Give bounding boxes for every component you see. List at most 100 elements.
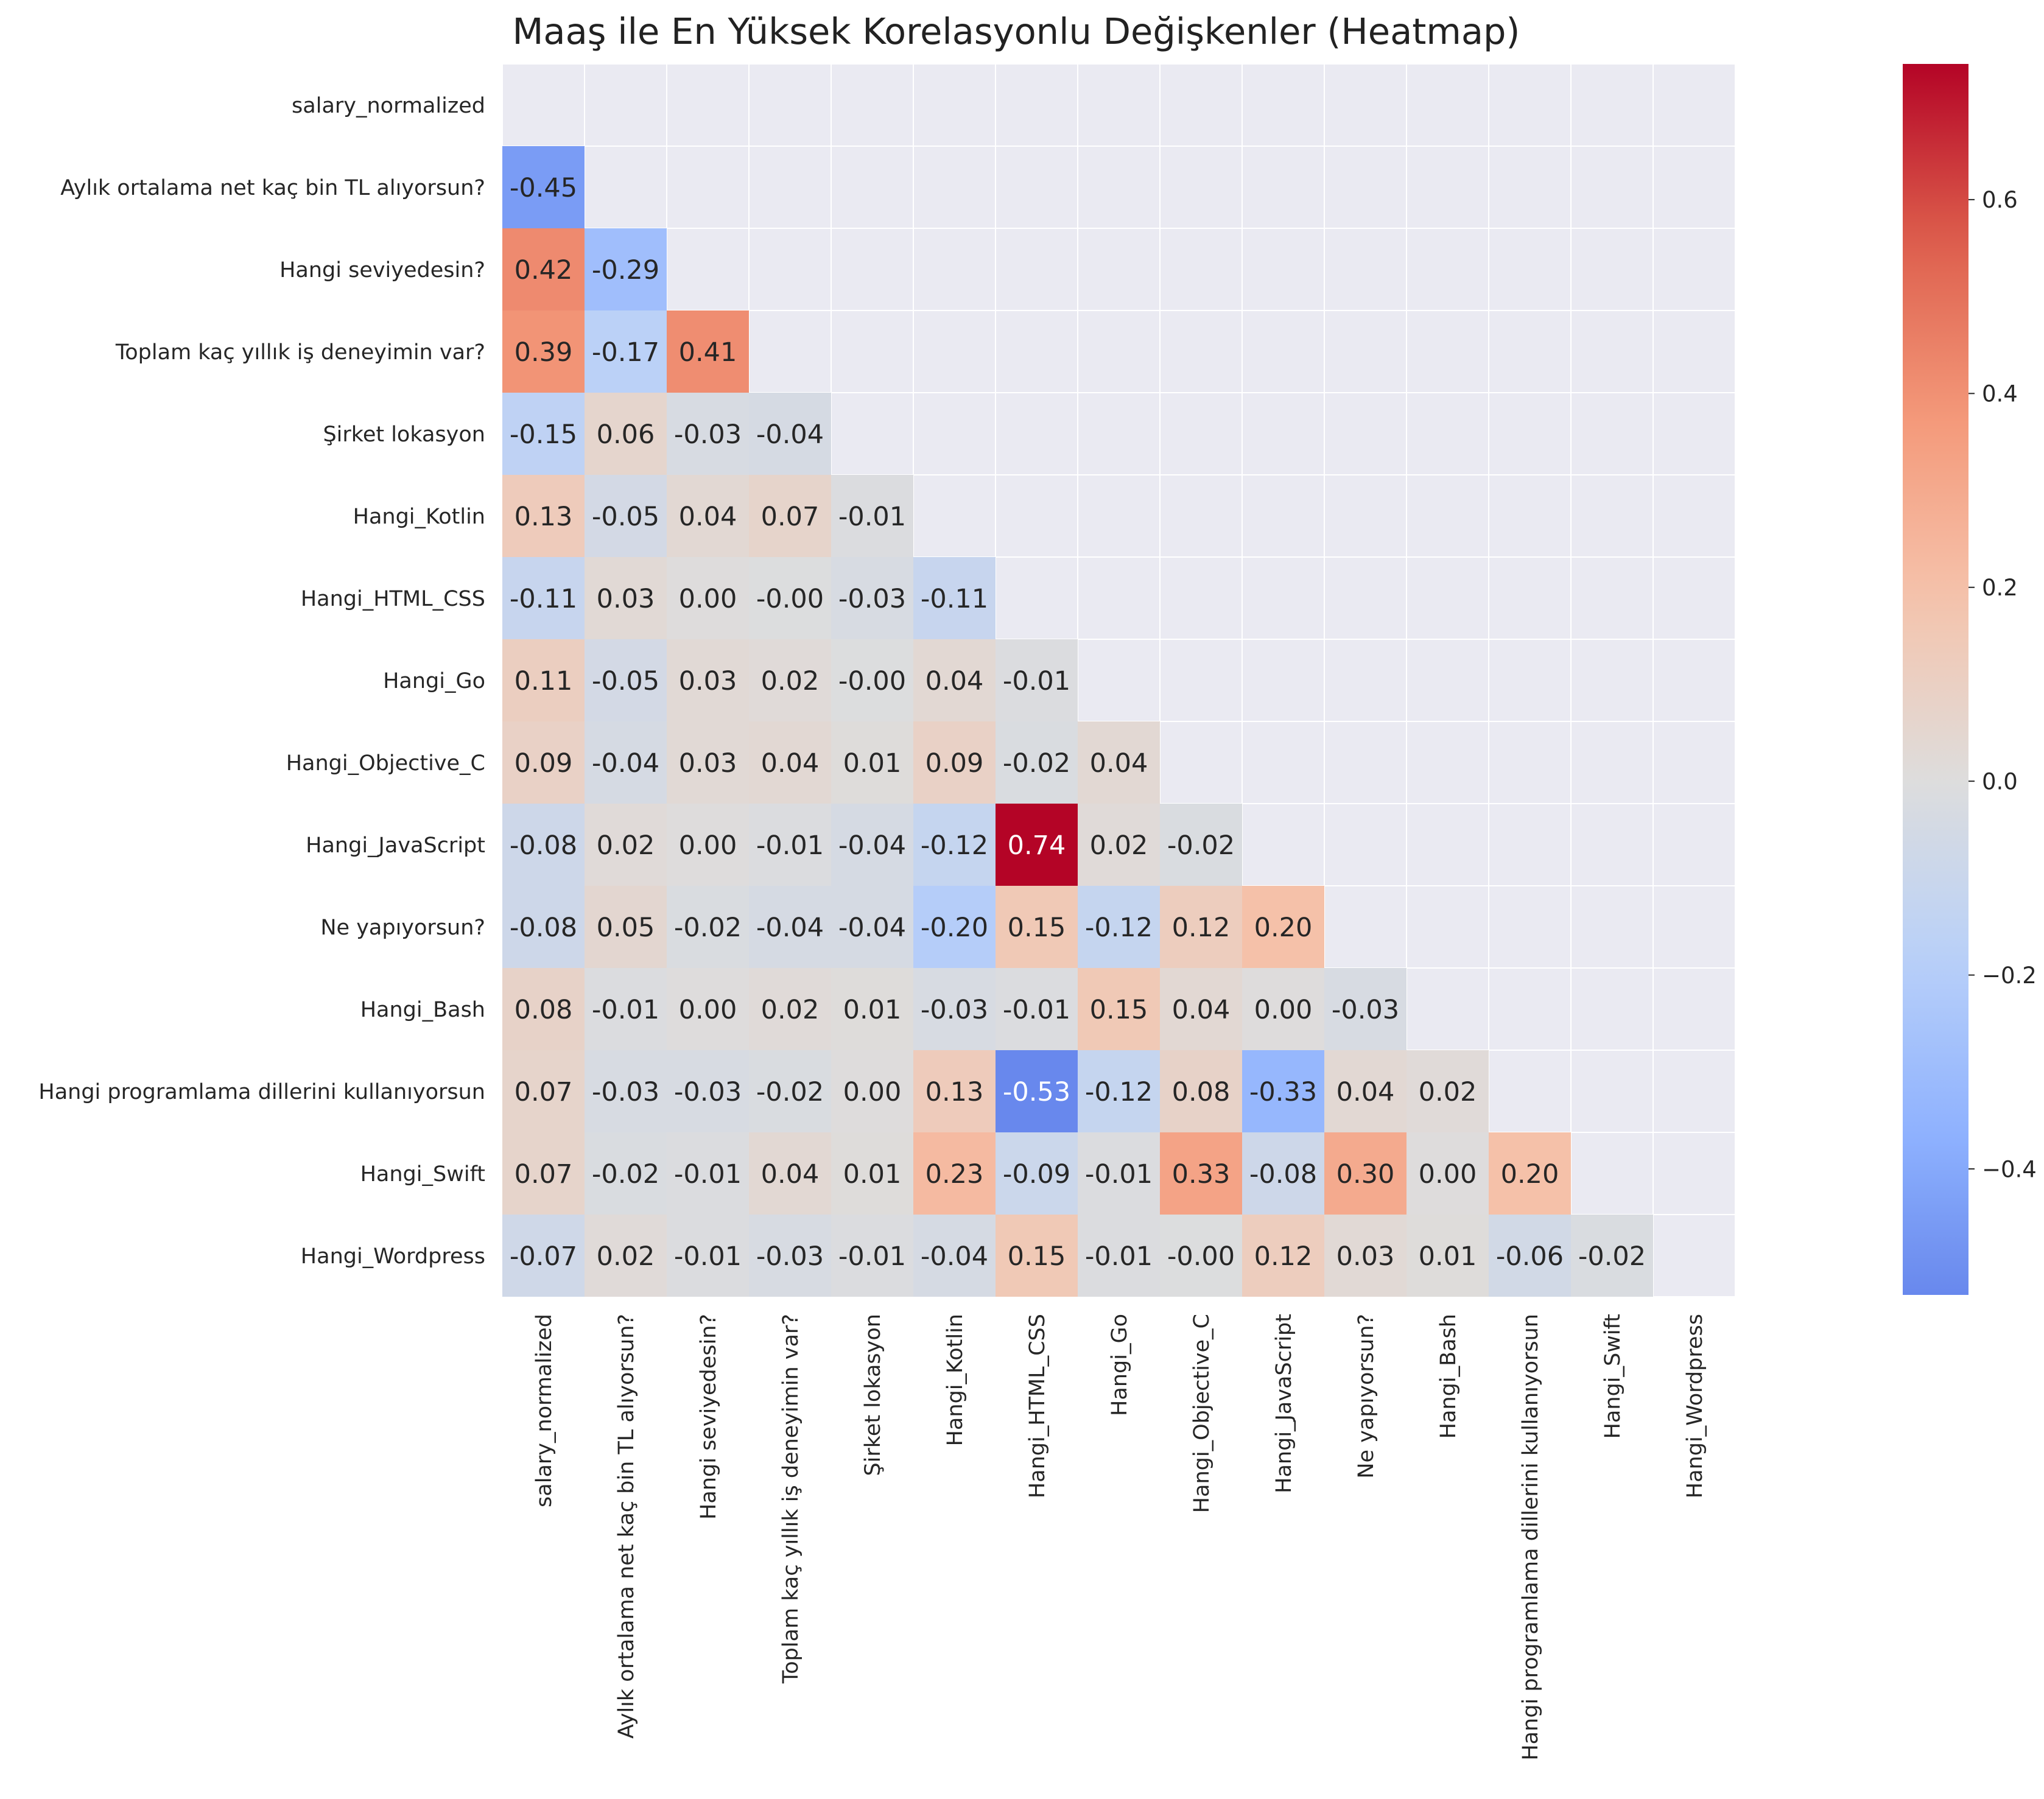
cell-label: -0.04 [592,748,659,779]
heatmap-cell [667,1132,749,1215]
heatmap-cell [996,804,1078,886]
cell-label: -0.04 [921,1241,988,1272]
heatmap-cell [502,310,585,393]
heatmap-cell [1160,1132,1242,1215]
cell-label: 0.00 [679,584,737,614]
cell-label: -0.01 [1085,1159,1153,1190]
heatmap-cell [1078,804,1160,886]
cell-label: 0.02 [597,830,655,861]
cell-label: 0.33 [1172,1159,1231,1190]
heatmap-cell [749,968,831,1050]
x-tick-label: Hangi programlama dillerini kullanıyorsu… [1519,1314,1543,1761]
heatmap-cell [996,1215,1078,1297]
heatmap-cell [667,1215,749,1297]
cell-label: 0.42 [515,255,573,286]
cell-label: -0.01 [674,1241,742,1272]
heatmap-cell [1242,886,1324,968]
cell-label: -0.00 [1167,1241,1235,1272]
cell-label: 0.20 [1501,1159,1559,1190]
heatmap-cell [502,557,585,639]
cell-label: 0.00 [679,995,737,1025]
x-tick-label: Hangi_HTML_CSS [1025,1314,1050,1498]
cell-label: -0.17 [592,337,659,368]
cell-label: 0.08 [1172,1077,1231,1107]
cell-label: -0.01 [756,830,824,861]
cell-label: 0.04 [1090,748,1148,779]
cell-label: -0.01 [592,995,659,1025]
cell-label: 0.06 [597,419,655,450]
heatmap-cell [831,804,913,886]
heatmap-cell [831,968,913,1050]
y-tick-label: Ne yapıyorsun? [320,916,485,940]
heatmap-cell [502,228,585,310]
heatmap-cell [1078,1050,1160,1132]
heatmap-cell [831,1215,913,1297]
heatmap-cell [996,639,1078,721]
cell-label: -0.07 [510,1241,577,1272]
cell-label: -0.03 [1332,995,1399,1025]
heatmap-cell [502,475,585,557]
cell-label: 0.15 [1008,1241,1066,1272]
y-tick-label: Hangi programlama dillerini kullanıyorsu… [38,1080,485,1104]
cell-label: 0.04 [761,748,820,779]
heatmap-cell [1324,968,1407,1050]
heatmap-cell [585,886,667,968]
cell-label: -0.05 [592,666,659,696]
x-tick-label: Toplam kaç yıllık iş deneyimin var? [779,1314,803,1684]
heatmap-cell [585,557,667,639]
y-tick-label: Hangi_Wordpress [301,1244,485,1269]
cell-label: -0.11 [921,584,988,614]
cell-label: -0.08 [510,913,577,943]
heatmap-cell [1078,1132,1160,1215]
heatmap-cell [585,804,667,886]
heatmap-cell [996,886,1078,968]
cell-label: 0.07 [761,502,820,532]
cell-label: 0.02 [1090,830,1148,861]
y-tick-label: Hangi_JavaScript [306,833,485,858]
cell-label: 0.02 [761,666,820,696]
heatmap-cell [1489,1215,1571,1297]
cell-label: -0.04 [756,913,824,943]
cell-label: -0.03 [674,419,742,450]
heatmap-cell [1242,1215,1324,1297]
cell-label: 0.11 [515,666,573,696]
heatmap-cell [502,886,585,968]
cell-label: 0.08 [515,995,573,1025]
x-tick-label: Hangi_Go [1108,1314,1132,1416]
cell-label: 0.12 [1254,1241,1313,1272]
heatmap-cell [502,146,585,228]
heatmap-cell [585,639,667,721]
cell-label: -0.29 [592,255,659,286]
cell-label: 0.09 [515,748,573,779]
cell-label: -0.01 [1003,995,1070,1025]
y-tick-label: Hangi_Objective_C [286,751,485,776]
heatmap-cell [996,1050,1078,1132]
heatmap-cell [1324,1215,1407,1297]
cell-label: -0.15 [510,419,577,450]
heatmap-cell [667,475,749,557]
heatmap-cell [1078,1215,1160,1297]
cell-label: 0.00 [1419,1159,1477,1190]
heatmap-cell [667,393,749,475]
heatmap-cell [667,886,749,968]
heatmap-cell [585,1215,667,1297]
colorbar-tick-label: −0.4 [1982,1156,2037,1182]
cell-label: -0.11 [510,584,577,614]
heatmap-cell [1242,1050,1324,1132]
colorbar [1903,64,1968,1295]
heatmap-cell [996,1132,1078,1215]
cell-label: -0.03 [592,1077,659,1107]
y-tick-label: Şirket lokasyon [323,423,485,447]
cell-label: -0.53 [1003,1077,1070,1107]
cell-label: -0.01 [838,1241,906,1272]
heatmap-cell [831,557,913,639]
y-tick-label: Hangi_Kotlin [353,505,485,529]
heatmap-cell [667,721,749,804]
heatmap-cell [667,310,749,393]
colorbar-tick-label: 0.6 [1982,187,2018,213]
colorbar-tick-label: 0.2 [1982,575,2018,601]
heatmap-cell [1407,1132,1489,1215]
heatmap-cell [1160,1215,1242,1297]
heatmap-cell [1160,968,1242,1050]
x-tick-label: Hangi_Objective_C [1190,1314,1214,1513]
